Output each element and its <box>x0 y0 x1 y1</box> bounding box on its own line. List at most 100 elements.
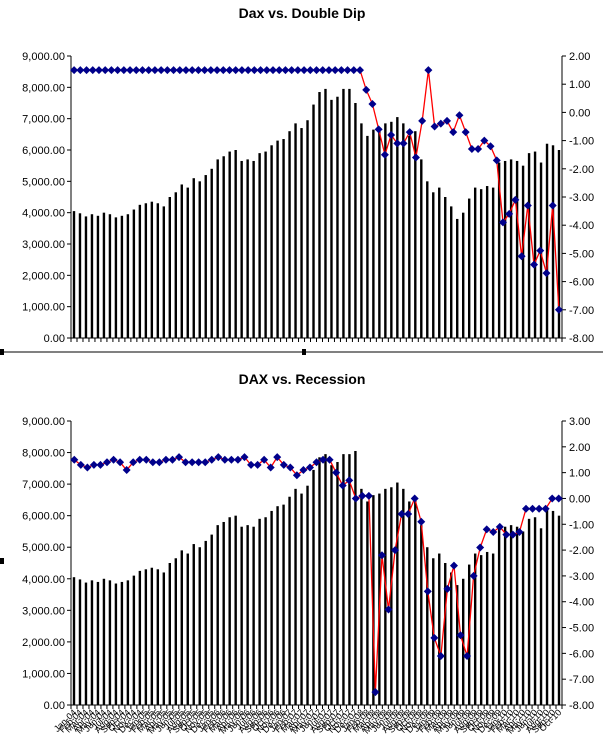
y-tick-label: 4,000.00 <box>22 574 65 586</box>
series-marker <box>101 66 110 75</box>
series-marker <box>126 66 135 75</box>
y-tick-label: 7,000.00 <box>22 479 65 491</box>
y2-tick-label: -8.00 <box>569 700 594 712</box>
y-tick-label: 4,000.00 <box>22 208 65 220</box>
series-marker <box>356 66 365 75</box>
series-marker <box>103 458 112 467</box>
y-tick-label: 9,000.00 <box>22 416 65 428</box>
series-marker <box>502 530 511 539</box>
y-tick-label: 0.00 <box>44 700 65 712</box>
bar <box>360 123 363 338</box>
bar <box>515 526 519 705</box>
bar <box>551 145 555 338</box>
y2-tick-label: -4.00 <box>569 220 594 232</box>
series-marker <box>469 571 478 580</box>
bar <box>300 128 303 338</box>
bar <box>114 217 118 338</box>
series-marker <box>268 66 277 75</box>
series-marker <box>293 66 302 75</box>
y2-tick-label: -6.00 <box>569 277 594 289</box>
series-marker <box>404 509 413 518</box>
bar <box>156 203 160 338</box>
y2-tick-label: 1.00 <box>569 468 590 480</box>
bar <box>539 528 543 705</box>
series-marker <box>107 66 116 75</box>
series-marker <box>449 561 458 570</box>
bar <box>84 216 88 338</box>
series-marker <box>358 491 367 500</box>
series-marker <box>273 453 282 462</box>
bar <box>402 123 405 338</box>
series-marker <box>119 66 128 75</box>
bar <box>72 577 76 705</box>
bar <box>174 192 177 338</box>
series-marker <box>482 525 491 534</box>
series-marker <box>476 543 485 552</box>
series-marker <box>463 651 472 660</box>
series-marker <box>495 522 504 531</box>
bar <box>342 88 345 339</box>
bar <box>108 580 112 705</box>
series-marker <box>247 460 256 469</box>
bar <box>497 162 501 338</box>
series-marker <box>530 260 539 269</box>
series-marker <box>155 458 164 467</box>
separator-handle-left <box>0 349 4 355</box>
series-marker <box>96 460 105 469</box>
series-marker <box>233 455 242 464</box>
series-marker <box>250 66 259 75</box>
bar <box>162 206 166 338</box>
series-marker <box>455 111 464 120</box>
series-marker <box>324 66 333 75</box>
bar <box>312 104 315 338</box>
y-tick-label: 6,000.00 <box>22 145 65 157</box>
bar <box>444 563 447 705</box>
bar <box>102 212 106 338</box>
bar <box>276 506 279 705</box>
bar <box>120 215 124 338</box>
bar <box>294 123 297 338</box>
y2-tick-label: -6.00 <box>569 648 594 660</box>
bar <box>491 553 495 705</box>
bar <box>312 469 315 705</box>
bar <box>162 572 166 705</box>
bar <box>444 197 447 338</box>
bar <box>426 181 429 338</box>
series-marker <box>275 66 284 75</box>
y-tick-label: 5,000.00 <box>22 542 65 554</box>
bar <box>336 96 339 338</box>
series-marker <box>109 455 118 464</box>
bar <box>222 156 225 338</box>
bar <box>78 579 82 705</box>
bar <box>324 454 327 705</box>
bar <box>348 454 351 705</box>
series-marker <box>508 530 517 539</box>
bar <box>503 160 507 338</box>
bar <box>527 518 531 705</box>
bar <box>497 528 501 705</box>
series-marker <box>535 504 544 513</box>
y-tick-label: 7,000.00 <box>22 114 65 126</box>
series-marker <box>240 453 249 462</box>
series-marker <box>351 494 360 503</box>
bar <box>491 187 495 338</box>
series-marker <box>227 455 236 464</box>
bar <box>396 117 399 338</box>
series-marker <box>517 252 526 261</box>
bar <box>432 192 435 338</box>
series-marker <box>548 201 557 210</box>
series-marker <box>188 458 197 467</box>
bar <box>204 175 207 338</box>
bar <box>372 495 375 705</box>
bar <box>396 482 399 705</box>
series-marker <box>318 66 327 75</box>
series-marker <box>135 455 144 464</box>
series-marker <box>256 66 265 75</box>
bar <box>366 501 369 705</box>
bar <box>186 187 189 338</box>
series-marker <box>430 122 439 131</box>
series-marker <box>397 509 406 518</box>
bar <box>240 526 243 705</box>
bar <box>533 151 537 338</box>
y2-tick-label: 3.00 <box>569 416 590 428</box>
